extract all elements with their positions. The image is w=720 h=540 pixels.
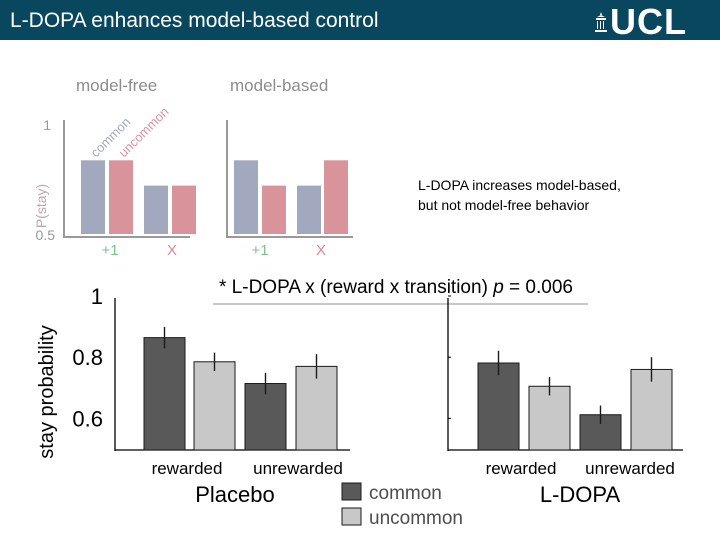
pred-panel-title: model-based (230, 76, 328, 95)
results-category-label: unrewarded (585, 459, 675, 478)
results-ytick-label: 0.8 (72, 345, 103, 370)
legend-label-uncommon: uncommon (369, 508, 463, 529)
legend-swatch-uncommon (341, 507, 362, 526)
legend-label-common: common (369, 483, 442, 504)
results-ylabel: stay probability (36, 325, 58, 458)
figure: 1 0.5P(stay) common uncommon model-free +1 Xmo… (33, 76, 683, 529)
pred-ylabel: P(stay) (33, 184, 49, 228)
ucl-logo: UCL (594, 1, 704, 42)
pred-bar-common (234, 160, 258, 234)
annotation-note: L-DOPA increases model-based, but not mo… (418, 175, 718, 215)
results-panel-title: Placebo (195, 482, 275, 507)
pred-bar-uncommon (324, 160, 348, 234)
results-bar-uncommon (528, 385, 571, 451)
note-line-1: L-DOPA increases model-based, (418, 177, 621, 193)
pred-category-label: +1 (101, 242, 118, 259)
pred-ytick-label: 1 (43, 117, 51, 133)
pred-bar-common (297, 185, 321, 234)
results-bar-uncommon (295, 365, 338, 451)
pred-bar-uncommon (262, 185, 286, 234)
note-line-2: but not model-free behavior (418, 197, 590, 213)
results-category-label: rewarded (486, 459, 557, 478)
pred-panel-title: model-free (76, 76, 157, 95)
results-bar-common (477, 362, 520, 451)
results-ytick-label: 1 (91, 284, 103, 309)
slide-title: L-DOPA enhances model-based control (10, 9, 379, 32)
pred-bar-common (81, 160, 105, 234)
annotation-p-value: = 0.006 (504, 277, 573, 298)
pred-bar-uncommon (172, 185, 196, 234)
results-bar-common (244, 383, 287, 451)
title-bar: L-DOPA enhances model-based control UCL (0, 0, 720, 42)
results-bar-uncommon (193, 361, 236, 451)
results-panel-title: L-DOPA (540, 482, 621, 507)
results-ytick-label: 0.6 (72, 406, 103, 431)
annotation-text: * L-DOPA x (reward x transition) p = 0.0… (219, 277, 573, 298)
results-bar-common (143, 337, 186, 451)
results-category-label: rewarded (152, 459, 223, 478)
pred-category-label: +1 (251, 242, 268, 259)
pred-category-label: X (167, 242, 177, 259)
results-bar-uncommon (630, 368, 673, 451)
results-chart: stay probability 1 0.8 0.6 * L-DOPA x (rewar… (36, 277, 683, 529)
legend-swatch-common (341, 482, 362, 501)
pred-category-label: X (316, 242, 326, 259)
annotation-p-label: p (492, 277, 504, 298)
annotation-prefix: * L-DOPA x (reward x transition) (219, 277, 493, 298)
pred-ytick-label: 0.5 (36, 227, 56, 243)
ucl-logo-text: UCL (610, 1, 687, 42)
portico-icon (595, 12, 607, 32)
results-category-label: unrewarded (253, 459, 343, 478)
pred-bar-common (144, 185, 168, 234)
pred-bar-uncommon (109, 160, 133, 234)
